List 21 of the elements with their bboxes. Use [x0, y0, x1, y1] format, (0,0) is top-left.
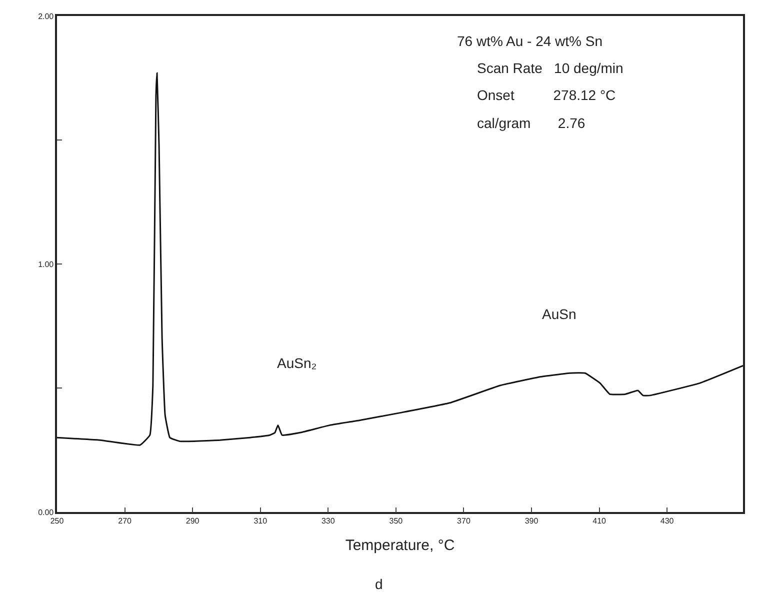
y-tick-label: 2.00 — [38, 12, 54, 21]
y-tick-label: 0.00 — [38, 508, 54, 517]
annotation: AuSn₂ — [277, 355, 317, 371]
y-tick-label: 1.00 — [38, 260, 54, 269]
x-tick-label: 330 — [321, 516, 336, 526]
x-tick-label: 390 — [524, 516, 539, 526]
x-tick-label: 270 — [118, 516, 132, 526]
x-tick-label: 350 — [389, 516, 404, 526]
text: d — [375, 576, 383, 592]
x-tick-label: 250 — [50, 516, 64, 526]
annotation: Onset 278.12 °C — [477, 87, 616, 103]
annotation: cal/gram 2.76 — [477, 115, 586, 131]
x-tick-label: 410 — [592, 516, 607, 526]
annotation: AuSn — [542, 306, 576, 322]
x-tick-label: 430 — [660, 516, 674, 526]
x-tick-label: 290 — [186, 516, 200, 526]
x-tick-label: 310 — [254, 516, 268, 526]
x-tick-label: 370 — [457, 516, 471, 526]
annotation: Scan Rate 10 deg/min — [477, 60, 624, 76]
x-axis-title: Temperature, °C — [345, 536, 455, 554]
annotation: 76 wt% Au - 24 wt% Sn — [457, 33, 603, 49]
